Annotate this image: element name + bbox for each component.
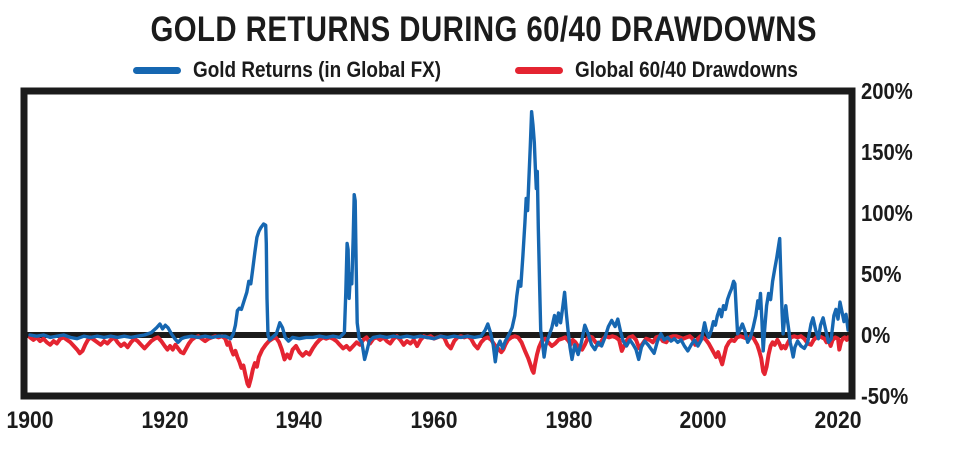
legend-item-gold-returns: Gold Returns (in Global FX) — [132, 57, 481, 83]
legend-item-6040-drawdowns: Global 60/40 Drawdowns — [515, 57, 834, 83]
x-axis-tick-1940: 1940 — [275, 407, 323, 434]
x-axis-tick-1960: 1960 — [410, 407, 458, 434]
drawdowns-line-swatch — [515, 66, 564, 74]
drawdowns-line — [28, 334, 849, 389]
x-axis-tick-1920: 1920 — [141, 407, 189, 434]
gold-returns-line-swatch — [132, 66, 181, 74]
x-axis-tick-2000: 2000 — [679, 407, 727, 434]
y-axis-tick-100: 100% — [861, 200, 913, 226]
y-axis-tick-150: 150% — [861, 139, 913, 165]
gold-returns-line — [28, 109, 849, 364]
y-axis-tick-0: 0% — [861, 322, 891, 348]
x-axis-tick-1980: 1980 — [545, 407, 593, 434]
y-axis-tick--50: -50% — [861, 383, 909, 409]
y-axis-tick-50: 50% — [861, 261, 902, 287]
chart-title: GOLD RETURNS DURING 60/40 DRAWDOWNS — [0, 10, 967, 50]
legend: Gold Returns (in Global FX) Global 60/40… — [0, 57, 967, 83]
x-axis-tick-2020: 2020 — [814, 407, 862, 434]
chart-title-text: GOLD RETURNS DURING 60/40 DRAWDOWNS — [150, 10, 817, 49]
x-axis-tick-1900: 1900 — [6, 407, 54, 434]
y-axis-tick-200: 200% — [861, 78, 913, 104]
gold-returns-legend-label: Gold Returns (in Global FX) — [192, 57, 441, 82]
drawdowns-legend-label: Global 60/40 Drawdowns — [575, 57, 799, 82]
